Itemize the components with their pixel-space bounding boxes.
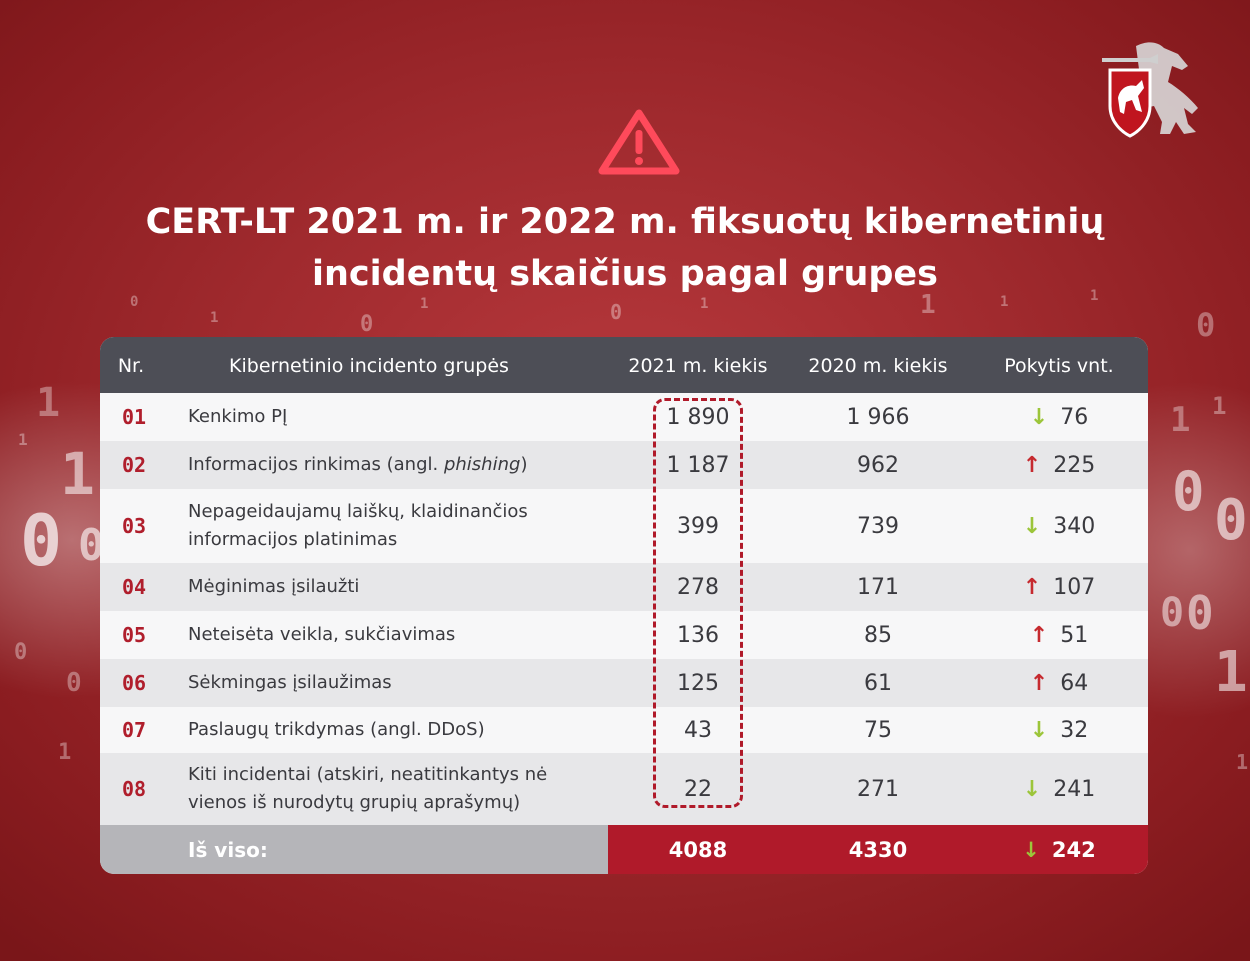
row-number: 01 xyxy=(121,405,147,429)
value-2021: 136 xyxy=(677,622,719,648)
value-2020: 75 xyxy=(864,717,892,743)
incident-group: Mėginimas įsilaužti xyxy=(188,576,360,597)
incident-group: Paslaugų trikdymas (angl. DDoS) xyxy=(188,719,485,740)
incident-group: Informacijos rinkimas (angl. phishing) xyxy=(188,454,528,475)
change-value: ↑ 107 xyxy=(1022,574,1096,600)
total-row-label: Iš viso: xyxy=(100,825,608,874)
row-number: 04 xyxy=(121,575,147,599)
table-row: 06 Sėkmingas įsilaužimas 125 61 ↑ 64 xyxy=(100,659,1148,707)
value-2020: 85 xyxy=(864,622,892,648)
value-2020: 171 xyxy=(857,574,899,600)
value-2020: 1 966 xyxy=(846,404,910,430)
arrow-down-icon: ↓ xyxy=(1022,776,1042,802)
arrow-down-icon: ↓ xyxy=(1022,838,1040,862)
value-2020: 962 xyxy=(857,452,899,478)
table-row: 03 Nepageidaujamų laiškų, klaidinančios i… xyxy=(100,489,1148,563)
row-number: 03 xyxy=(121,514,147,538)
change-value: ↓ 340 xyxy=(1022,513,1096,539)
value-2020: 61 xyxy=(864,670,892,696)
incidents-table: Nr. Kibernetinio incidento grupės 2021 m… xyxy=(100,337,1148,874)
incident-group: Sėkmingas įsilaužimas xyxy=(188,672,392,693)
page-title-line-2: incidentų skaičius pagal grupes xyxy=(312,254,938,294)
warning-triangle-icon xyxy=(598,109,680,175)
arrow-down-icon: ↓ xyxy=(1022,513,1042,539)
table-row: 08 Kiti incidentai (atskiri, neatitinkan… xyxy=(100,753,1148,825)
vytis-coat-of-arms-icon xyxy=(1102,42,1198,138)
row-number: 07 xyxy=(121,718,147,742)
column-header-2020: 2020 m. kiekis xyxy=(808,355,948,377)
incident-group: Kiti incidentai (atskiri, neatitinkantys… xyxy=(188,764,548,813)
change-value: ↓ 241 xyxy=(1022,776,1096,802)
value-2021: 278 xyxy=(677,574,719,600)
column-header-group: Kibernetinio incidento grupės xyxy=(229,355,509,377)
total-2021: 4088 xyxy=(668,838,728,862)
total-change: ↓ 242 xyxy=(1022,838,1096,862)
table-row: 02 Informacijos rinkimas (angl. phishing… xyxy=(100,441,1148,489)
incident-group: Kenkimo PĮ xyxy=(188,406,288,427)
incident-group: Nepageidaujamų laiškų, klaidinančios info… xyxy=(188,501,528,550)
total-label: Iš viso: xyxy=(188,838,268,862)
arrow-up-icon: ↑ xyxy=(1029,622,1049,648)
change-value: ↑ 225 xyxy=(1022,452,1096,478)
column-header-nr: Nr. xyxy=(117,355,145,377)
table-header: Nr. Kibernetinio incidento grupės 2021 m… xyxy=(100,337,1148,393)
table-row: 05 Neteisėta veikla, sukčiavimas 136 85 … xyxy=(100,611,1148,659)
column-header-change: Pokytis vnt. xyxy=(1004,355,1114,377)
table-row: 04 Mėginimas įsilaužti 278 171 ↑ 107 xyxy=(100,563,1148,611)
value-2020: 739 xyxy=(857,513,899,539)
table-row: 07 Paslaugų trikdymas (angl. DDoS) 43 75… xyxy=(100,707,1148,753)
arrow-up-icon: ↑ xyxy=(1022,574,1042,600)
row-number: 02 xyxy=(121,453,147,477)
page-title-line-1: CERT-LT 2021 m. ir 2022 m. fiksuotų kibe… xyxy=(145,202,1105,242)
row-number: 05 xyxy=(121,623,147,647)
value-2020: 271 xyxy=(857,776,899,802)
arrow-up-icon: ↑ xyxy=(1029,670,1049,696)
incident-group: Neteisėta veikla, sukčiavimas xyxy=(188,624,456,645)
column-header-2021: 2021 m. kiekis xyxy=(628,355,768,377)
change-value: ↑ 64 xyxy=(1029,670,1089,696)
arrow-up-icon: ↑ xyxy=(1022,452,1042,478)
change-value: ↓ 32 xyxy=(1029,717,1089,743)
value-2021: 43 xyxy=(684,717,712,743)
page-title: CERT-LT 2021 m. ir 2022 m. fiksuotų kibe… xyxy=(0,196,1250,300)
value-2021: 22 xyxy=(684,776,712,802)
total-row-values: 4088 4330 ↓ 242 xyxy=(608,825,1148,874)
arrow-down-icon: ↓ xyxy=(1029,404,1049,430)
change-value: ↓ 76 xyxy=(1029,404,1089,430)
change-value: ↑ 51 xyxy=(1029,622,1089,648)
value-2021: 399 xyxy=(677,513,719,539)
row-number: 08 xyxy=(121,777,147,801)
total-2020: 4330 xyxy=(848,838,908,862)
value-2021: 125 xyxy=(677,670,719,696)
value-2021: 1 890 xyxy=(666,404,730,430)
row-number: 06 xyxy=(121,671,147,695)
table-row: 01 Kenkimo PĮ 1 890 1 966 ↓ 76 xyxy=(100,393,1148,441)
highlight-2021-column-frame xyxy=(653,398,743,808)
arrow-down-icon: ↓ xyxy=(1029,717,1049,743)
value-2021: 1 187 xyxy=(666,452,730,478)
